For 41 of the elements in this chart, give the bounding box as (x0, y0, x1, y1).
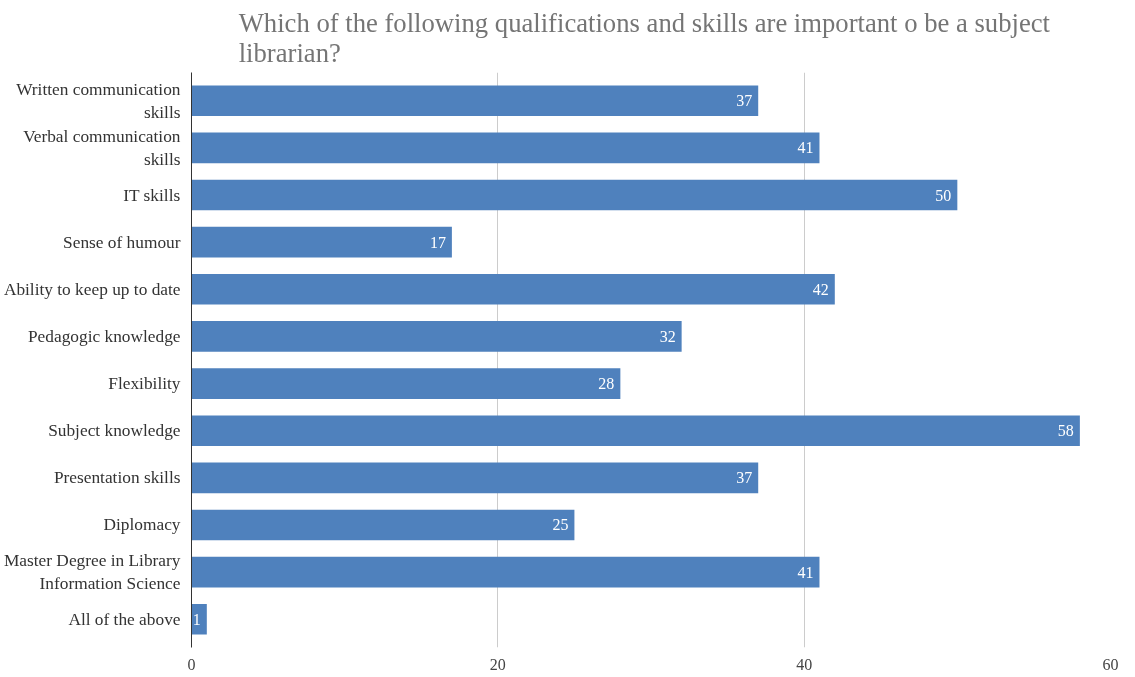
y-tick-label: Flexibility (108, 374, 181, 394)
bar (191, 273, 835, 305)
bar (191, 556, 820, 588)
x-tick-label: 60 (1102, 655, 1119, 673)
y-tick-label: Subject knowledge (48, 421, 181, 441)
y-tick-label: Master Degree in Library Information Science (3, 551, 181, 593)
bar (191, 321, 682, 352)
bar (191, 509, 575, 541)
data-label: 42 (812, 280, 829, 298)
bar (191, 179, 958, 211)
data-label: 37 (736, 469, 753, 487)
y-tick-label: IT skills (123, 185, 181, 205)
bar (191, 132, 820, 164)
data-label: 58 (1057, 422, 1074, 440)
data-label: 28 (598, 375, 615, 393)
bar (191, 85, 759, 117)
y-tick-label: Verbal communication skills (23, 127, 181, 169)
y-tick-label: Sense of humour (63, 232, 181, 252)
y-tick-label: Pedagogic knowledge (27, 326, 181, 346)
y-tick-label: All of the above (68, 609, 181, 629)
data-label: 32 (659, 327, 676, 345)
bar (191, 226, 452, 258)
chart-title: Which of the following qualifications and skills are important o be a subject librarian? (238, 7, 1051, 68)
y-tick-label: Written communication skills (16, 79, 181, 122)
data-label: 25 (552, 516, 569, 534)
bar (191, 368, 621, 399)
data-label: 17 (429, 233, 446, 251)
x-tick-label: 20 (489, 655, 506, 673)
x-tick-label: 0 (187, 655, 196, 673)
data-label: 41 (797, 563, 814, 581)
data-label: 41 (797, 139, 814, 157)
y-tick-label: Diplomacy (103, 515, 181, 535)
bar (191, 462, 759, 494)
bar (191, 415, 1080, 447)
x-tick-label: 40 (796, 655, 813, 673)
data-label: 1 (192, 610, 201, 628)
y-tick-label: Ability to keep up to date (3, 279, 181, 299)
y-tick-label: Presentation skills (53, 468, 181, 488)
data-label: 37 (736, 92, 753, 110)
data-label: 50 (935, 186, 952, 204)
bar (191, 603, 207, 635)
